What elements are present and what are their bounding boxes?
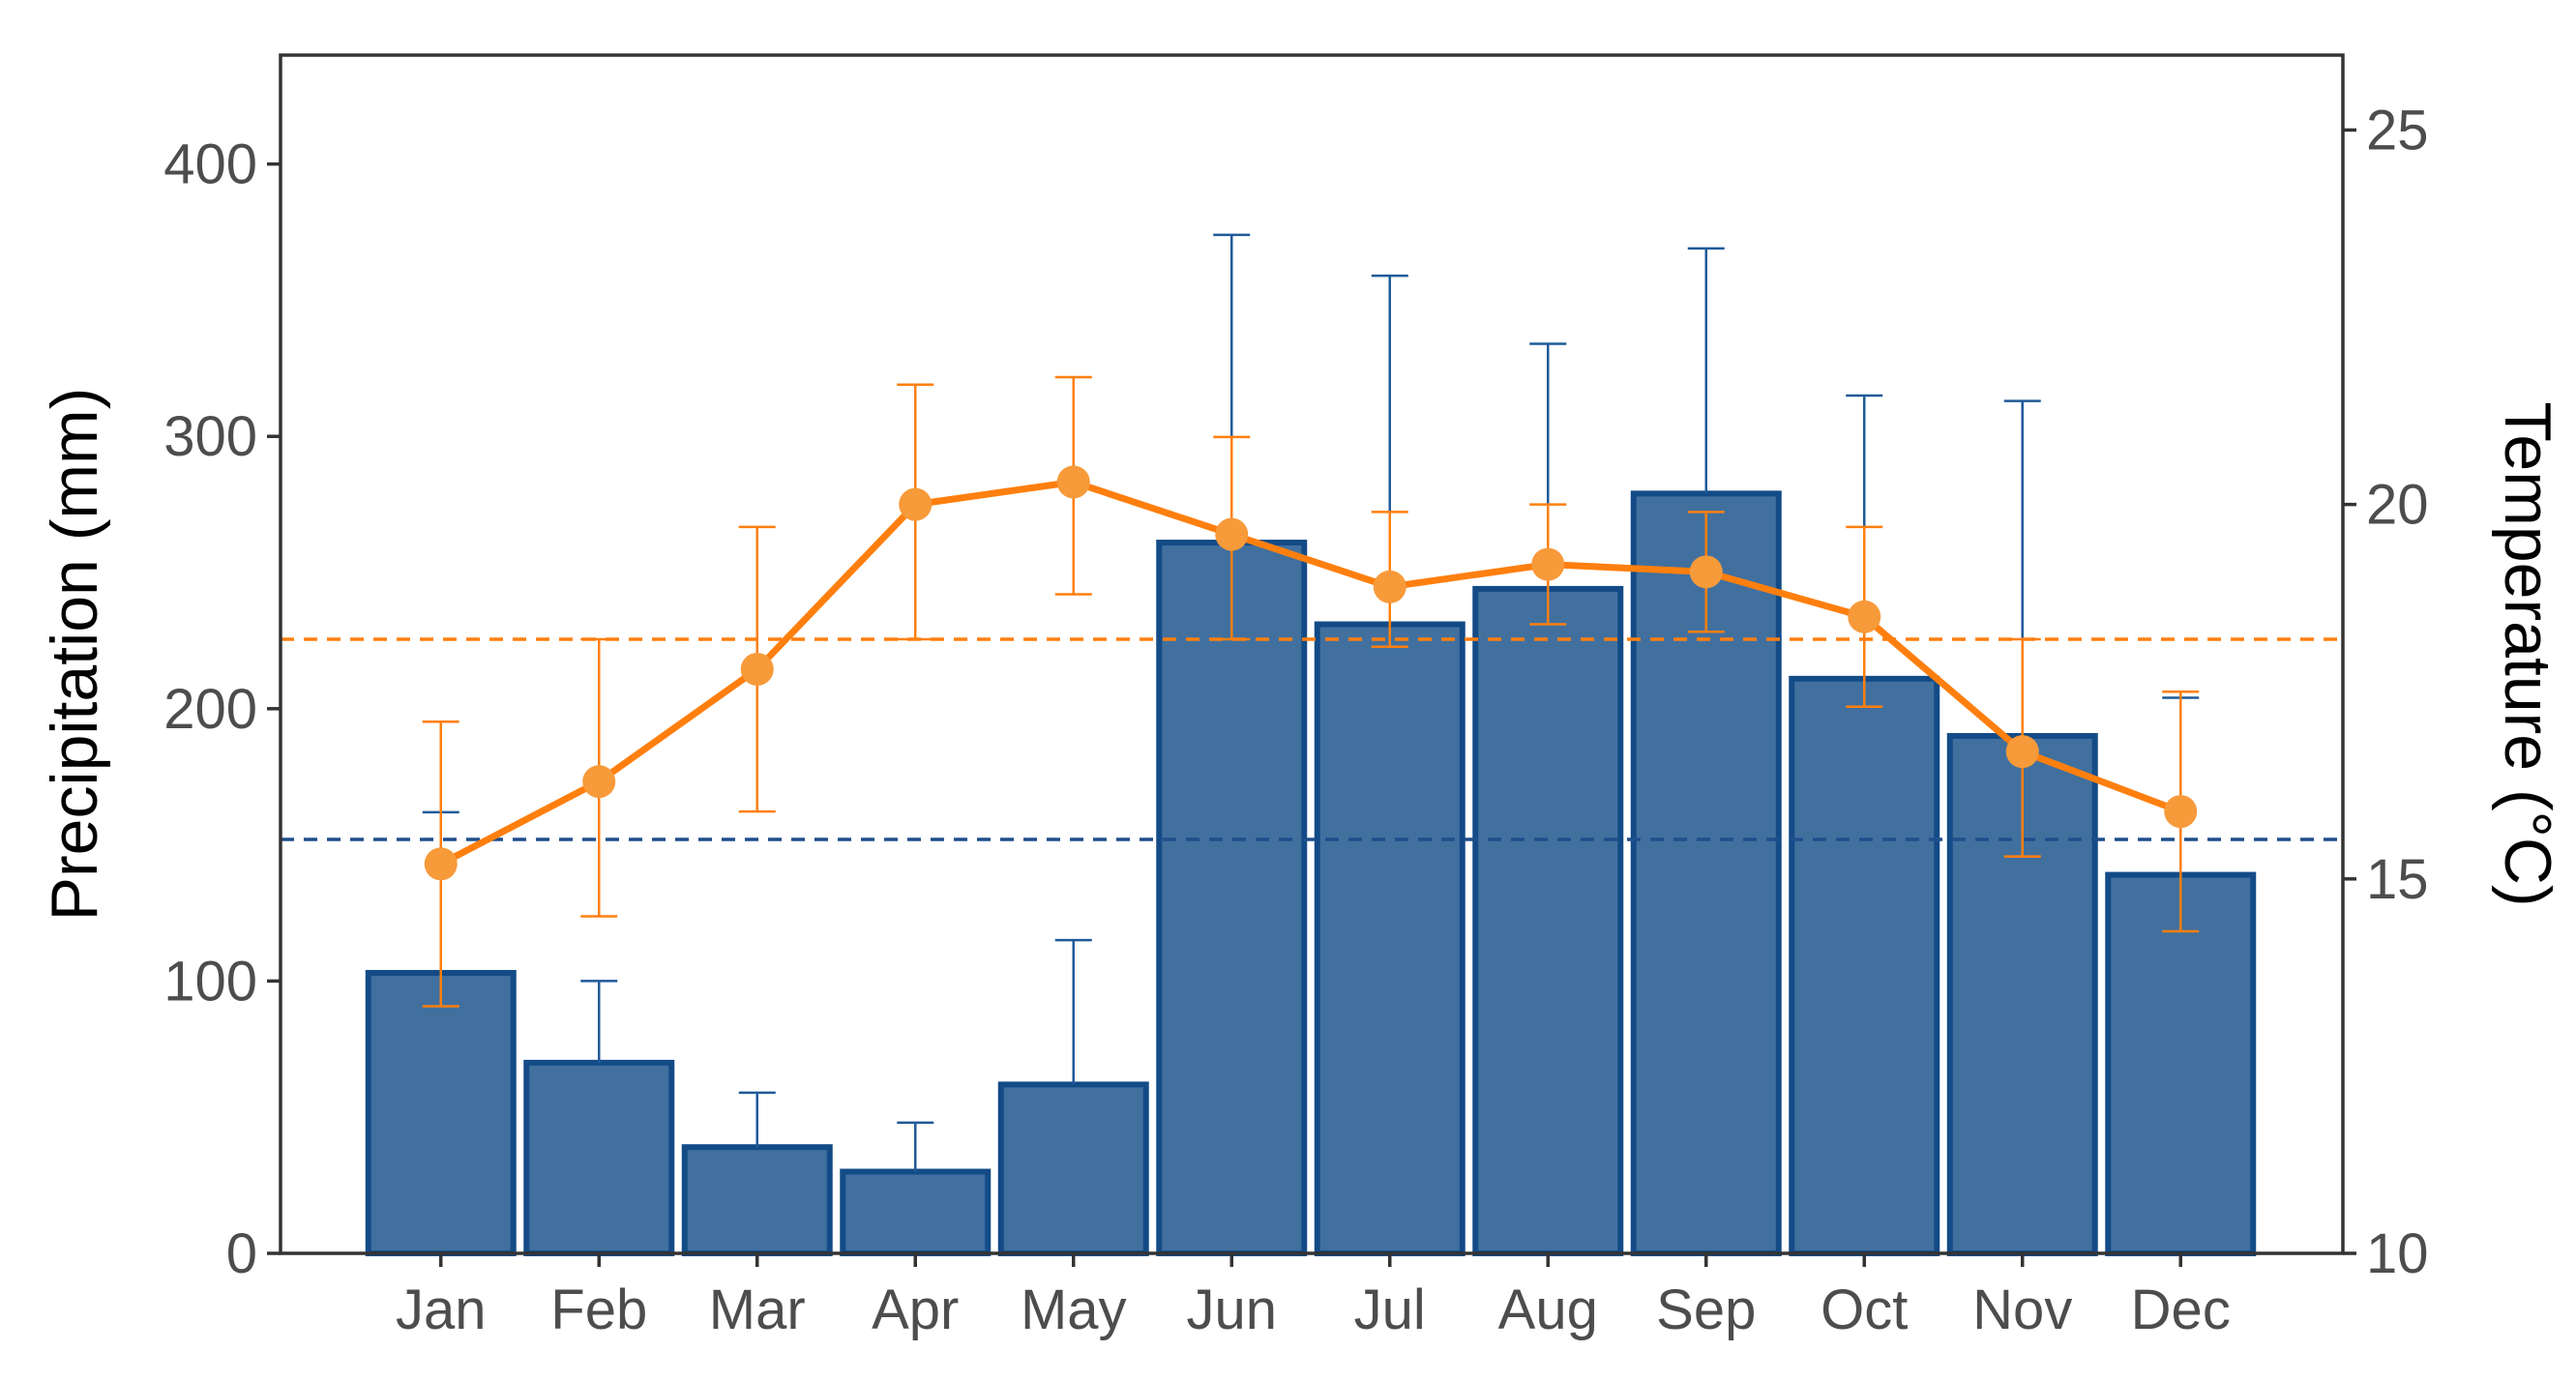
x-tick-label: Sep	[1656, 1278, 1756, 1341]
x-tick-label: Jun	[1186, 1278, 1277, 1341]
bar-mar	[681, 1144, 833, 1257]
x-tick-label: Oct	[1821, 1278, 1908, 1341]
bar-jun	[1156, 540, 1308, 1256]
x-tick-label: Jan	[396, 1278, 487, 1341]
x-tick-label: Feb	[550, 1278, 647, 1341]
bar-jul	[1314, 621, 1466, 1256]
temperature-point-feb	[582, 765, 616, 799]
plot-border	[279, 53, 2345, 1255]
x-tick-label: Apr	[872, 1278, 959, 1341]
bar-dec	[2105, 871, 2257, 1256]
x-tick-label: Jul	[1354, 1278, 1426, 1341]
temperature-point-jun	[1215, 517, 1249, 551]
bar-error-apr	[897, 1121, 934, 1172]
left-axis: 0 100 200 300 400	[163, 133, 281, 1285]
right-tick-label: 15	[2366, 848, 2429, 911]
left-tick-label: 200	[163, 678, 257, 741]
bar-feb	[523, 1059, 675, 1256]
x-tick-label: Mar	[709, 1278, 806, 1341]
reference-lines-layer	[281, 637, 2343, 841]
temperature-line	[437, 478, 2184, 867]
temperature-point-oct	[1848, 600, 1881, 633]
temperature-point-nov	[2005, 735, 2039, 769]
x-tick-label: May	[1021, 1278, 1127, 1341]
temperature-point-sep	[1689, 555, 1723, 589]
right-tick-label: 20	[2366, 474, 2429, 537]
bar-may	[997, 1081, 1149, 1257]
temperature-point-jan	[424, 847, 458, 881]
bar-error-sep	[1687, 247, 1725, 494]
right-tick-label: 25	[2366, 99, 2429, 162]
bar-apr	[840, 1168, 992, 1256]
temperature-point-may	[1056, 465, 1090, 499]
x-axis: Jan Feb Mar Apr May Jun Jul Aug Sep Oct Nov Dec	[396, 1253, 2231, 1341]
right-axis: 10 15 20 25	[2343, 99, 2429, 1285]
temperature-point-jul	[1373, 570, 1406, 603]
left-tick-label: 300	[163, 405, 257, 468]
x-tick-label: Aug	[1498, 1278, 1598, 1341]
left-tick-label: 100	[163, 950, 257, 1013]
temperature-point-aug	[1531, 547, 1565, 581]
temperature-point-dec	[2164, 795, 2198, 829]
left-axis-title: Precipitation (mm)	[38, 388, 111, 922]
temperature-point-apr	[899, 487, 933, 521]
bar-error-mar	[738, 1091, 776, 1148]
bar-aug	[1472, 585, 1624, 1256]
temperature-markers-layer	[424, 465, 2198, 881]
x-tick-label: Dec	[2131, 1278, 2231, 1341]
left-tick-label: 0	[226, 1222, 257, 1285]
right-tick-label: 10	[2366, 1222, 2429, 1285]
right-axis-title: Temperature (°C)	[2491, 401, 2564, 906]
left-tick-label: 400	[163, 133, 257, 196]
bar-error-may	[1054, 938, 1092, 1085]
bar-error-feb	[580, 980, 618, 1063]
x-tick-label: Nov	[1972, 1278, 2072, 1341]
bar-jan	[365, 969, 517, 1256]
temperature-point-mar	[740, 652, 774, 686]
temperature-line-layer	[437, 478, 2184, 867]
bar-oct	[1789, 675, 1940, 1256]
